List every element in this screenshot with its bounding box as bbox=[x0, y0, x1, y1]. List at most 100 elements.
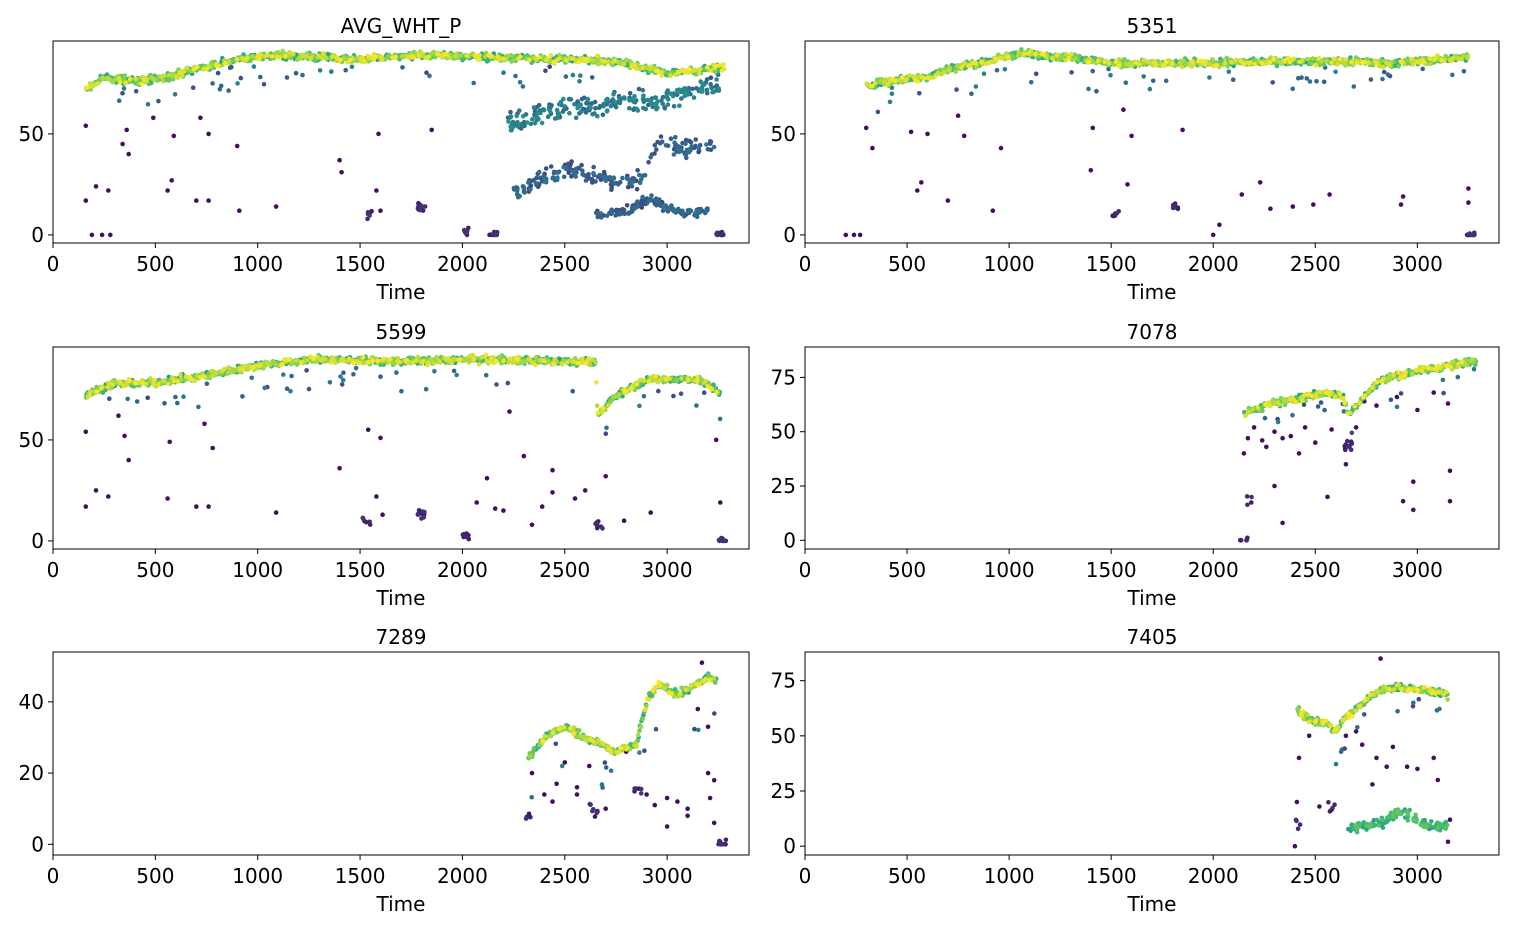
scatter-point bbox=[206, 198, 211, 203]
scatter-point bbox=[1293, 844, 1298, 849]
scatter-point bbox=[1148, 87, 1153, 92]
scatter-point bbox=[587, 356, 592, 361]
scatter-point bbox=[90, 233, 95, 238]
scatter-point bbox=[1151, 79, 1156, 84]
scatter-point bbox=[999, 146, 1004, 151]
scatter-point bbox=[982, 71, 987, 76]
scatter-point bbox=[704, 142, 709, 147]
scatter-point bbox=[529, 795, 534, 800]
scatter-point bbox=[703, 379, 708, 384]
scatter-point bbox=[1317, 804, 1322, 809]
scatter-point bbox=[613, 58, 618, 63]
scatter-point bbox=[605, 214, 610, 219]
scatter-point bbox=[387, 357, 392, 362]
scatter-point bbox=[616, 750, 621, 755]
scatter-point bbox=[281, 372, 286, 377]
scatter-point bbox=[1314, 395, 1319, 400]
scatter-point bbox=[660, 102, 665, 107]
x-tick-label: 1500 bbox=[335, 558, 386, 582]
scatter-point bbox=[1238, 538, 1243, 543]
scatter-point bbox=[1180, 65, 1185, 70]
scatter-point bbox=[623, 389, 628, 394]
scatter-point bbox=[366, 54, 371, 59]
scatter-point bbox=[664, 143, 669, 148]
scatter-point bbox=[1089, 168, 1094, 173]
scatter-point bbox=[1379, 379, 1384, 384]
x-tick-label: 1500 bbox=[1086, 558, 1137, 582]
scatter-point bbox=[1314, 63, 1319, 68]
scatter-point bbox=[1428, 57, 1433, 62]
scatter-point bbox=[1322, 80, 1327, 85]
x-tick-label: 500 bbox=[136, 252, 174, 276]
scatter-point bbox=[521, 114, 526, 119]
scatter-point bbox=[258, 75, 263, 80]
scatter-point bbox=[917, 91, 922, 96]
scatter-point bbox=[1091, 126, 1096, 131]
scatter-point bbox=[942, 70, 947, 75]
scatter-point bbox=[675, 92, 680, 97]
scatter-point bbox=[608, 175, 613, 180]
scatter-point bbox=[1107, 61, 1112, 66]
scatter-point bbox=[714, 390, 719, 395]
y-tick-label: 40 bbox=[19, 690, 44, 714]
scatter-point bbox=[185, 66, 190, 71]
scatter-point bbox=[1330, 806, 1335, 811]
scatter-point bbox=[444, 357, 449, 362]
scatter-point bbox=[257, 364, 262, 369]
scatter-point bbox=[1294, 819, 1299, 824]
scatter-point bbox=[287, 357, 292, 362]
scatter-point bbox=[544, 58, 549, 63]
scatter-point bbox=[696, 683, 701, 688]
scatter-point bbox=[1415, 767, 1420, 772]
scatter-point bbox=[555, 175, 560, 180]
scatter-point bbox=[1380, 77, 1385, 82]
scatter-point bbox=[1086, 87, 1091, 92]
scatter-point bbox=[585, 738, 590, 743]
scatter-point bbox=[501, 56, 506, 61]
scatter-point bbox=[1252, 62, 1257, 67]
scatter-point bbox=[549, 53, 554, 58]
scatter-point bbox=[870, 84, 875, 89]
scatter-point bbox=[338, 374, 343, 379]
scatter-point bbox=[198, 116, 203, 121]
scatter-point bbox=[695, 375, 700, 380]
scatter-point bbox=[291, 51, 296, 56]
x-tick-label: 500 bbox=[888, 252, 926, 276]
scatter-point bbox=[571, 56, 576, 61]
scatter-point bbox=[1349, 442, 1354, 447]
scatter-point bbox=[712, 711, 717, 716]
scatter-point bbox=[1055, 53, 1060, 58]
scatter-point bbox=[1421, 60, 1426, 65]
scatter-point bbox=[627, 106, 632, 111]
scatter-point bbox=[601, 113, 606, 118]
scatter-point bbox=[422, 515, 427, 520]
scatter-point bbox=[723, 539, 728, 544]
scatter-point bbox=[361, 59, 366, 64]
scatter-point bbox=[1411, 817, 1416, 822]
scatter-point bbox=[666, 102, 671, 107]
scatter-point bbox=[714, 77, 719, 82]
scatter-point bbox=[249, 376, 254, 381]
scatter-point bbox=[1344, 734, 1349, 739]
scatter-point bbox=[1399, 374, 1404, 379]
scatter-point bbox=[1329, 60, 1334, 65]
scatter-point bbox=[366, 212, 371, 217]
scatter-point bbox=[621, 211, 626, 216]
scatter-point bbox=[100, 233, 105, 238]
scatter-point bbox=[473, 53, 478, 58]
scatter-point bbox=[1280, 436, 1285, 441]
scatter-point bbox=[550, 799, 555, 804]
scatter-point bbox=[1164, 79, 1169, 84]
scatter-point bbox=[528, 187, 533, 192]
scatter-point bbox=[1405, 764, 1410, 769]
scatter-point bbox=[579, 109, 584, 114]
scatter-point bbox=[675, 207, 680, 212]
scatter-point bbox=[465, 535, 470, 540]
scatter-point bbox=[126, 152, 131, 157]
scatter-point bbox=[398, 360, 403, 365]
scatter-point bbox=[420, 360, 425, 365]
scatter-point bbox=[1201, 59, 1206, 64]
scatter-point bbox=[1295, 800, 1300, 805]
scatter-point bbox=[347, 356, 352, 361]
